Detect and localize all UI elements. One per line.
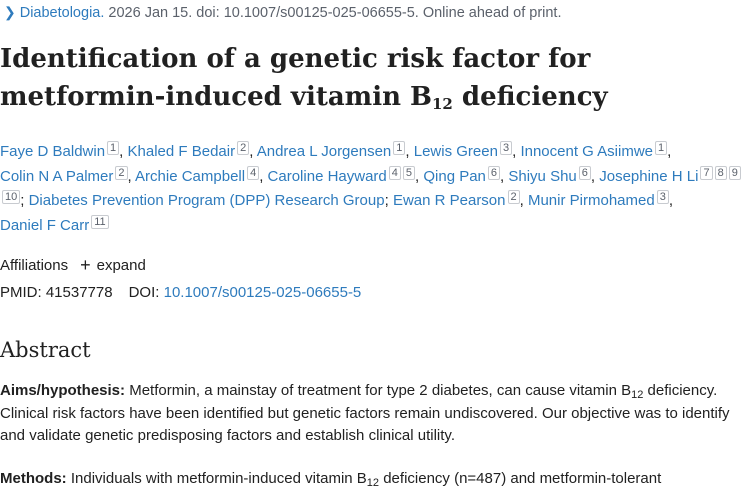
affiliation-number[interactable]: 1 [393, 141, 406, 155]
author-link[interactable]: Diabetes Prevention Program (DPP) Resear… [28, 192, 385, 210]
author-separator: , [512, 143, 521, 160]
affiliations-label: Affiliations [0, 256, 69, 274]
affiliation-number[interactable]: 1 [107, 141, 120, 155]
affiliation-number[interactable]: 1 [655, 141, 668, 155]
author-separator: ; [20, 192, 29, 210]
affiliation-number[interactable]: 4 [388, 165, 401, 180]
affiliations-row: Affiliations + expand [0, 256, 146, 274]
chevron-right-icon[interactable]: ❯ [4, 4, 16, 20]
author-link[interactable]: Daniel F Carr [0, 217, 90, 235]
affiliation-number[interactable]: 9 [728, 165, 741, 180]
author-separator: , [667, 143, 672, 160]
methods-text: Individuals with metformin-induced vitam… [66, 470, 367, 487]
author-link[interactable]: Munir Pirmohamed [527, 192, 655, 210]
methods-text-cont: deficiency (n=487) and metformin-toleran… [379, 470, 662, 487]
author-separator: , [405, 143, 414, 160]
aims-label: Aims/hypothesis: [0, 382, 126, 399]
author-link[interactable]: Archie Campbell [135, 167, 246, 185]
expand-label: expand [96, 256, 146, 274]
citation-line: ❯ Diabetologia. 2026 Jan 15. doi: 10.1007… [4, 4, 562, 21]
title-main: Identification of a genetic risk factor … [0, 44, 591, 112]
author-link[interactable]: Ewan R Pearson [392, 192, 506, 210]
doi-label: DOI: [128, 284, 160, 301]
affiliations-expand-button[interactable]: + expand [80, 256, 146, 274]
author-link[interactable]: Josephine H Li [599, 167, 699, 185]
author-link[interactable]: Qing Pan [423, 167, 486, 185]
affiliation-number[interactable]: 8 [714, 165, 727, 180]
title-end: deficiency [452, 82, 608, 112]
author-link[interactable]: Lewis Green [413, 143, 498, 160]
affiliation-number[interactable]: 2 [237, 141, 250, 155]
author-separator: , [519, 192, 528, 210]
affiliation-number[interactable]: 2 [507, 190, 520, 205]
author-separator: , [249, 143, 257, 160]
abstract-heading: Abstract [0, 338, 91, 362]
author-link[interactable]: Caroline Hayward [267, 167, 387, 185]
article-title: Identification of a genetic risk factor … [0, 40, 748, 116]
affiliation-number[interactable]: 11 [91, 215, 109, 230]
affiliation-number[interactable]: 3 [656, 190, 669, 205]
identifiers-row: PMID: 41537778 DOI: 10.1007/s00125-025-06… [0, 284, 361, 301]
author-link[interactable]: Faye D Baldwin [0, 143, 106, 160]
author-link[interactable]: Andrea L Jorgensen [256, 143, 392, 160]
aims-text-cont: deficiency. Clinical risk factors have b… [0, 382, 730, 444]
affiliation-number[interactable]: 5 [402, 165, 416, 180]
author-separator: , [500, 167, 509, 185]
citation-details: 2026 Jan 15. doi: 10.1007/s00125-025-066… [108, 5, 562, 21]
author-link[interactable]: Khaled F Bedair [127, 143, 236, 160]
pmid-value: 41537778 [45, 284, 113, 301]
author-list: Faye D Baldwin 1, Khaled F Bedair 2, Andre… [0, 140, 748, 239]
author-separator: , [119, 143, 128, 160]
author-separator: , [127, 167, 136, 185]
affiliation-number[interactable]: 6 [578, 165, 591, 180]
author-separator: , [590, 167, 600, 185]
affiliation-number[interactable]: 2 [115, 165, 128, 180]
title-subscript: 12 [432, 95, 453, 113]
author-separator: ; [384, 192, 393, 210]
aims-text: Metformin, a mainstay of treatment for t… [125, 382, 632, 399]
affiliation-number[interactable]: 10 [2, 190, 21, 205]
methods-paragraph: Methods: Individuals with metformin-indu… [0, 468, 745, 491]
author-separator: , [259, 167, 268, 185]
methods-subscript: 12 [366, 477, 380, 489]
affiliation-number[interactable]: 4 [247, 165, 260, 180]
author-link[interactable]: Colin N A Palmer [0, 167, 114, 185]
author-separator: , [668, 192, 673, 210]
affiliation-number[interactable]: 7 [700, 165, 713, 180]
aims-paragraph: Aims/hypothesis: Metformin, a mainstay o… [0, 380, 745, 448]
pmid-label: PMID: [0, 284, 42, 301]
journal-link[interactable]: Diabetologia. [19, 5, 105, 21]
author-link[interactable]: Innocent G Asiimwe [520, 143, 653, 160]
aims-subscript: 12 [631, 389, 644, 401]
affiliation-number[interactable]: 6 [487, 165, 501, 180]
author-link[interactable]: Shiyu Shu [508, 167, 577, 185]
affiliation-number[interactable]: 3 [499, 141, 513, 155]
methods-label: Methods: [0, 470, 67, 487]
plus-icon: + [80, 255, 91, 275]
doi-link[interactable]: 10.1007/s00125-025-06655-5 [163, 284, 362, 301]
author-separator: , [415, 167, 424, 185]
